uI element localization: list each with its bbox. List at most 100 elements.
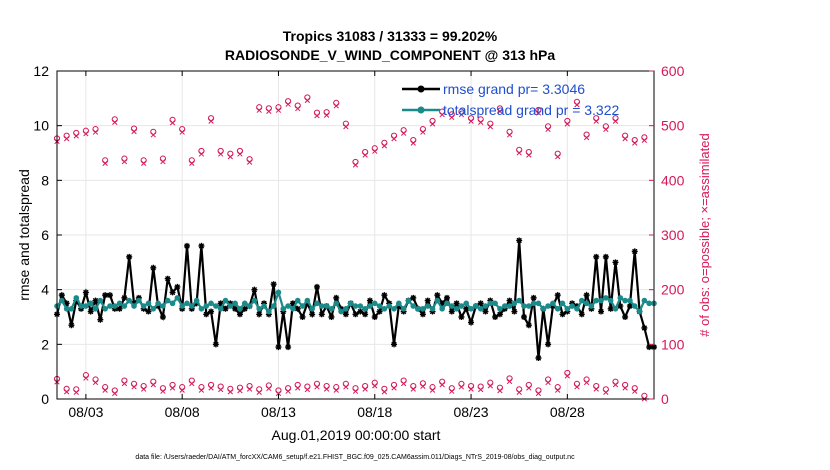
spread-point [391, 306, 397, 312]
obs-upper-assimilated-marker [526, 152, 532, 158]
obs-upper-assimilated-marker [304, 97, 311, 104]
obs-upper-assimilated-marker [400, 130, 407, 136]
rmse-point [212, 341, 219, 348]
rmse-point [366, 297, 373, 304]
spread-point [241, 300, 248, 307]
rmse-point [626, 303, 633, 310]
spread-point [482, 303, 489, 309]
legend-rmse-marker [417, 85, 425, 93]
rmse-point [607, 305, 614, 312]
rmse-point [506, 297, 513, 304]
rmse-point [169, 289, 176, 296]
spread-point [607, 297, 614, 304]
obs-upper-assimilated-marker [92, 129, 99, 135]
y2-tick-label: 400 [661, 172, 685, 188]
obs-upper-assimilated-marker [410, 140, 416, 146]
rmse-point [116, 305, 123, 312]
spread-point [343, 306, 349, 312]
obs-lower-assimilated-marker [323, 386, 330, 392]
rmse-point [313, 283, 320, 290]
spread-point [405, 297, 412, 304]
spread-point [102, 306, 108, 312]
rmse-point [477, 300, 484, 307]
spread-point [439, 306, 445, 312]
rmse-point [285, 344, 292, 351]
rmse-point [641, 324, 648, 331]
rmse-point [554, 292, 561, 299]
y2-axis: 0 100 200 300 400 500 600 [649, 63, 685, 407]
rmse-point [443, 294, 450, 301]
rmse-point [159, 314, 166, 320]
spread-point [318, 303, 325, 309]
obs-lower-assimilated-marker [400, 380, 407, 387]
obs-upper-assimilated-marker [160, 158, 166, 165]
y2-tick-label: 200 [661, 282, 685, 298]
obs-upper-assimilated-marker [535, 110, 542, 116]
obs-lower-assimilated-marker [256, 389, 262, 396]
spread-point [198, 306, 205, 312]
obs-lower-assimilated-marker [583, 379, 590, 386]
obs-upper-assimilated-marker [506, 132, 513, 138]
spread-point [266, 308, 272, 315]
legend-rmse-label: rmse grand pr= 3.3046 [443, 81, 585, 97]
rmse-point [525, 322, 532, 329]
obs-upper-assimilated-marker [141, 160, 147, 166]
rmse-point [381, 292, 388, 299]
obs-upper-assimilated-marker [275, 107, 282, 113]
spread-point [68, 306, 75, 312]
obs-lower-assimilated-marker [150, 382, 156, 388]
spread-point [641, 297, 648, 304]
spread-point [275, 289, 282, 296]
rmse-point [203, 311, 210, 318]
obs-upper-assimilated-marker [63, 136, 70, 142]
rmse-point [521, 314, 528, 320]
obs-lower-assimilated-marker [343, 384, 349, 390]
y-tick-label: 0 [41, 391, 49, 407]
spread-point [222, 297, 229, 304]
spread-point [73, 295, 80, 301]
rmse-point [468, 319, 475, 326]
obs-lower-assimilated-marker [564, 373, 570, 379]
spread-point [107, 303, 113, 309]
spread-point [511, 300, 518, 307]
spread-point [636, 308, 643, 315]
spread-point [646, 300, 652, 307]
y2-axis-label: # of obs: o=possible; ×=assimilated [697, 133, 712, 336]
spread-point [203, 303, 210, 309]
rmse-point [289, 300, 296, 307]
rmse-point [328, 314, 335, 320]
spread-point [429, 306, 436, 312]
spread-point [213, 303, 219, 309]
obs-lower-assimilated-marker [632, 388, 638, 394]
obs-upper-assimilated-marker [603, 126, 609, 133]
spread-point [463, 300, 470, 307]
obs-lower-assimilated-marker [295, 385, 301, 391]
x-axis: 08/03 08/08 08/13 08/18 08/23 08/28 [68, 71, 585, 420]
spread-point [487, 300, 494, 307]
rmse-point [410, 294, 417, 301]
obs-upper-assimilated-marker [612, 118, 619, 124]
spread-point [550, 300, 556, 307]
rmse-point [535, 355, 542, 361]
obs-lower-assimilated-marker [198, 387, 205, 393]
rmse-point [299, 314, 306, 320]
spread-point [169, 300, 176, 307]
obs-lower-assimilated-marker [112, 390, 118, 397]
obs-lower-assimilated-marker [285, 388, 291, 394]
rmse-point [342, 311, 349, 318]
spread-point [323, 303, 330, 309]
obs-lower-series [53, 369, 648, 402]
spread-point [468, 306, 474, 312]
obs-upper-assimilated-marker [198, 151, 205, 157]
rmse-point [646, 344, 653, 351]
obs-upper-assimilated-marker [285, 101, 291, 107]
footnote: data file: /Users/raeder/DAI/ATM_forcXX/… [135, 454, 575, 461]
spread-point [280, 306, 287, 312]
spread-point [78, 303, 84, 309]
obs-upper-assimilated-marker [391, 136, 397, 142]
obs-upper-assimilated-marker [420, 129, 426, 135]
rmse-point [333, 294, 340, 301]
obs-upper-assimilated-marker [208, 118, 214, 124]
spread-point [448, 303, 455, 309]
obs-lower-assimilated-marker [237, 388, 243, 394]
